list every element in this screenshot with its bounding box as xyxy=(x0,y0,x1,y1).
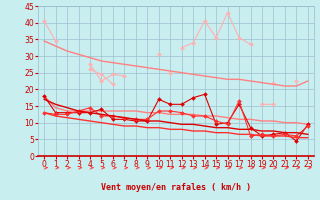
X-axis label: Vent moyen/en rafales ( km/h ): Vent moyen/en rafales ( km/h ) xyxy=(101,183,251,192)
